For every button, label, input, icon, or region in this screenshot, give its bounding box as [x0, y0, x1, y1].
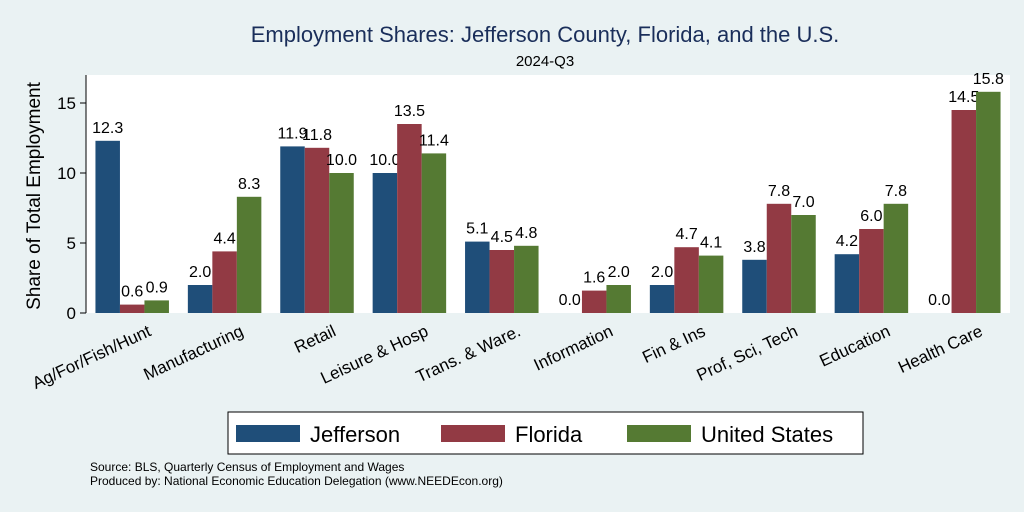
data-label: 7.8	[768, 183, 790, 200]
legend-label-jefferson: Jefferson	[310, 422, 400, 447]
bar-florida-education	[859, 229, 884, 313]
data-label: 0.9	[146, 279, 168, 296]
y-tick-label: 15	[57, 94, 76, 113]
bar-florida-prof-sci-tech	[766, 203, 792, 313]
x-category-label: Education	[817, 321, 894, 370]
legend-swatch-florida	[441, 425, 505, 442]
chart-subtitle: 2024-Q3	[516, 53, 574, 70]
bar-florida-trans-ware	[489, 250, 515, 313]
bar-united-states-fin-ins	[698, 255, 724, 313]
bar-jefferson-education	[834, 254, 860, 313]
legend-box	[227, 411, 864, 455]
data-label: 4.1	[700, 235, 722, 252]
data-label: 2.0	[189, 264, 211, 281]
data-label: 8.3	[238, 176, 260, 193]
x-category-label: Retail	[291, 321, 338, 357]
data-label: 11.4	[419, 132, 449, 149]
x-category-label: Manufacturing	[141, 321, 247, 384]
bar-united-states-information	[606, 285, 631, 313]
x-category-label: Trans. & Ware.	[413, 321, 523, 386]
data-label: 4.2	[836, 233, 858, 250]
data-label: 1.6	[583, 270, 605, 287]
data-label: 14.5	[948, 89, 979, 106]
y-tick-label: 10	[57, 164, 76, 183]
data-label: 10.0	[326, 152, 357, 169]
bar-jefferson-leisure-hosp	[372, 173, 398, 313]
data-label: 3.8	[743, 239, 765, 256]
y-axis-label: Share of Total Employment	[24, 81, 45, 309]
data-label: 4.7	[675, 226, 697, 243]
data-label: 2.0	[651, 264, 673, 281]
x-category-label: Fin & Ins	[639, 321, 708, 367]
data-label: 13.5	[394, 103, 425, 120]
bar-united-states-health-care	[976, 91, 1001, 313]
bar-jefferson-prof-sci-tech	[742, 259, 767, 313]
bar-florida-manufacturing	[212, 251, 237, 313]
data-label: 15.8	[973, 71, 1004, 88]
data-label: 6.0	[860, 208, 882, 225]
x-category-label: Information	[531, 321, 616, 374]
bar-florida-retail	[304, 147, 330, 313]
bar-united-states-trans-ware	[514, 245, 539, 313]
data-label: 0.0	[928, 292, 950, 309]
data-label: 7.8	[885, 183, 907, 200]
legend-swatch-united-states	[627, 425, 691, 442]
x-category-label: Prof, Sci, Tech	[694, 321, 801, 384]
y-tick-label: 5	[67, 234, 76, 253]
data-label: 7.0	[792, 194, 814, 211]
bar-united-states-retail	[329, 173, 354, 313]
bar-florida-health-care	[951, 110, 977, 313]
bar-florida-fin-ins	[674, 247, 699, 313]
data-label: 2.0	[608, 264, 630, 281]
data-label: 11.8	[302, 127, 332, 144]
legend-swatch-jefferson	[236, 425, 300, 442]
bar-united-states-education	[883, 203, 909, 313]
data-label: 0.6	[121, 284, 143, 301]
bar-united-states-leisure-hosp	[421, 153, 447, 313]
bar-florida-ag-for-fish-hunt	[119, 304, 145, 313]
data-label: 4.8	[515, 225, 537, 242]
bar-jefferson-manufacturing	[187, 285, 213, 313]
producer-note: Produced by: National Economic Education…	[90, 474, 503, 488]
data-label: 4.4	[213, 230, 235, 247]
source-note: Source: BLS, Quarterly Census of Employm…	[90, 460, 405, 474]
bar-jefferson-retail	[280, 146, 305, 313]
y-tick-label: 0	[67, 304, 76, 323]
data-label: 4.5	[491, 229, 513, 246]
bar-united-states-ag-for-fish-hunt	[144, 300, 169, 313]
bar-florida-information	[581, 290, 607, 313]
chart-title: Employment Shares: Jefferson County, Flo…	[251, 22, 840, 47]
bar-jefferson-ag-for-fish-hunt	[95, 140, 120, 313]
data-label: 10.0	[369, 152, 400, 169]
bar-florida-leisure-hosp	[397, 124, 422, 313]
data-label: 12.3	[92, 120, 123, 137]
data-label: 0.0	[559, 292, 581, 309]
bar-united-states-prof-sci-tech	[791, 215, 816, 313]
legend-label-florida: Florida	[515, 422, 583, 447]
x-category-label: Ag/For/Fish/Hunt	[29, 321, 154, 393]
data-label: 5.1	[466, 221, 488, 238]
bar-united-states-manufacturing	[236, 196, 262, 313]
bar-jefferson-fin-ins	[649, 285, 675, 313]
bar-jefferson-trans-ware	[465, 241, 490, 313]
data-label: 11.9	[278, 125, 308, 142]
legend-label-united-states: United States	[701, 422, 833, 447]
x-category-label: Health Care	[895, 321, 985, 377]
